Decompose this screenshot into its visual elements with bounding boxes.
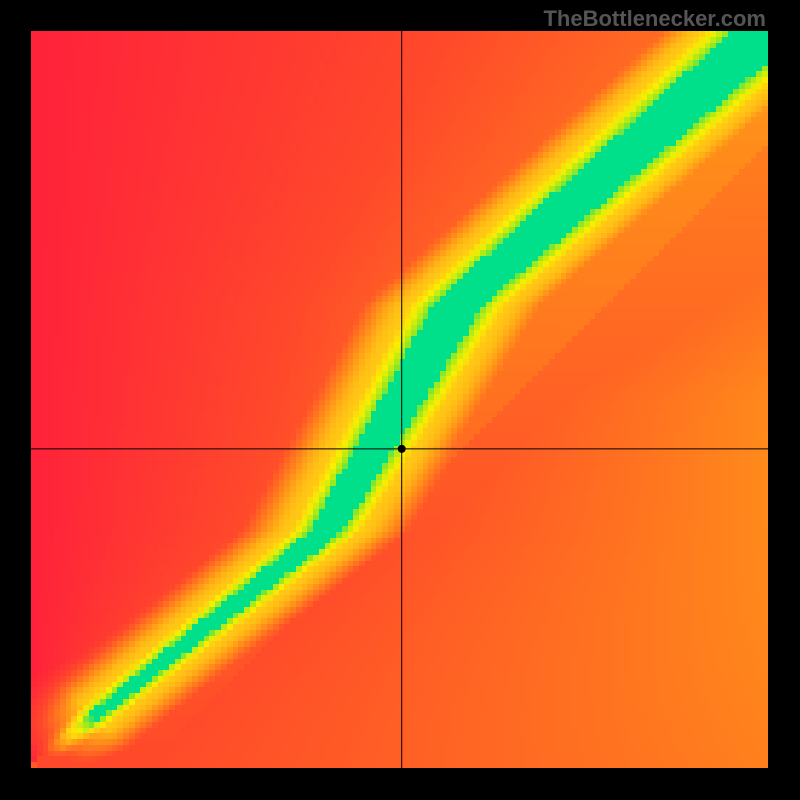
heatmap-canvas	[31, 31, 768, 768]
chart-container: TheBottlenecker.com	[0, 0, 800, 800]
watermark-text: TheBottlenecker.com	[543, 6, 766, 32]
